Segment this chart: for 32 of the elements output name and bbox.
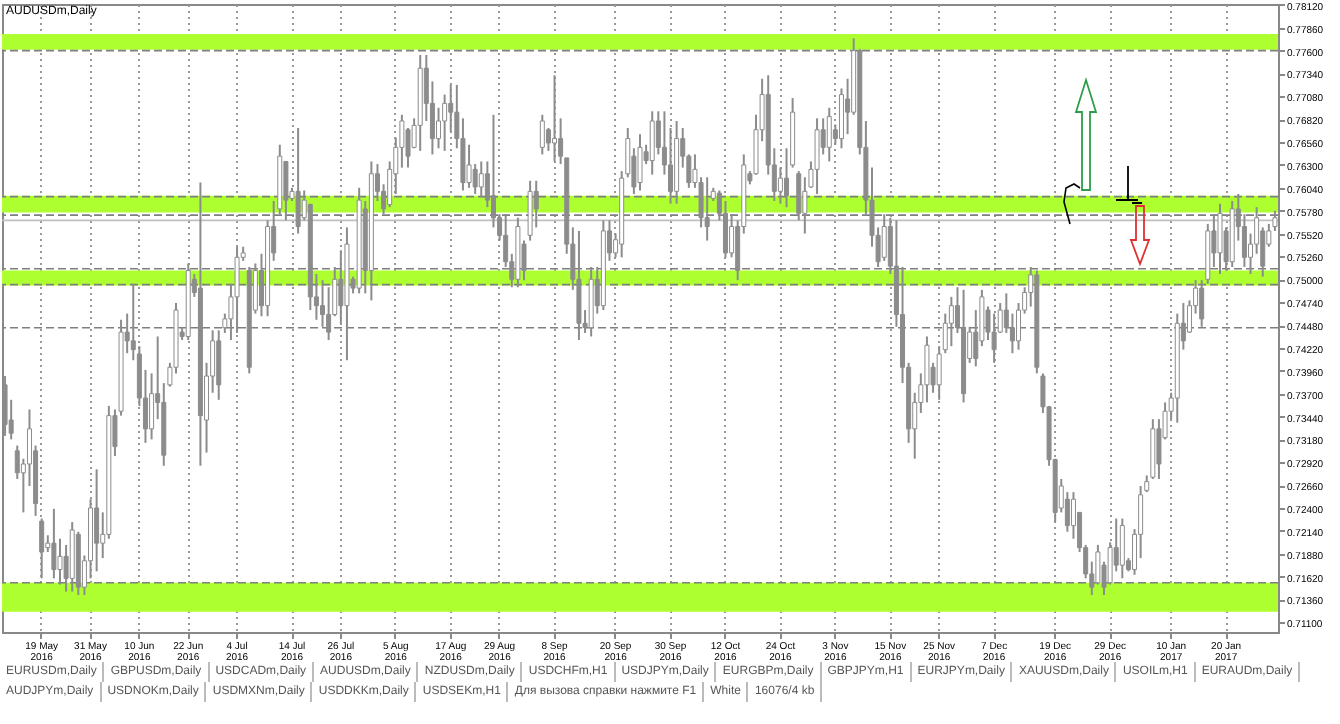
candlestick xyxy=(552,74,558,163)
candlestick xyxy=(234,245,240,334)
candlestick xyxy=(777,166,783,205)
candlestick xyxy=(216,329,222,401)
candlestick xyxy=(881,213,887,262)
candlestick xyxy=(704,176,710,242)
candlestick xyxy=(1199,279,1205,328)
candlestick xyxy=(814,117,820,195)
candlestick xyxy=(94,468,100,573)
candlestick xyxy=(539,113,545,156)
candlestick xyxy=(51,507,57,580)
candlestick xyxy=(295,127,301,235)
candlestick xyxy=(802,176,808,235)
candlestick xyxy=(442,93,448,152)
candlestick xyxy=(527,179,533,242)
candlestick xyxy=(948,295,954,348)
candlestick xyxy=(478,160,484,199)
candlestick xyxy=(1070,491,1076,540)
candlestick xyxy=(283,160,289,222)
candlestick xyxy=(1217,202,1223,276)
candlestick xyxy=(826,106,832,163)
candlestick xyxy=(649,110,655,176)
candlestick xyxy=(39,517,45,580)
candlestick xyxy=(637,133,643,192)
candlestick xyxy=(338,249,344,325)
candlestick xyxy=(533,179,539,229)
candlestick xyxy=(576,229,582,341)
candlestick xyxy=(466,143,472,189)
candlestick xyxy=(1119,517,1125,580)
candlestick xyxy=(57,537,63,586)
candlestick xyxy=(838,87,844,150)
candlestick xyxy=(991,312,997,364)
